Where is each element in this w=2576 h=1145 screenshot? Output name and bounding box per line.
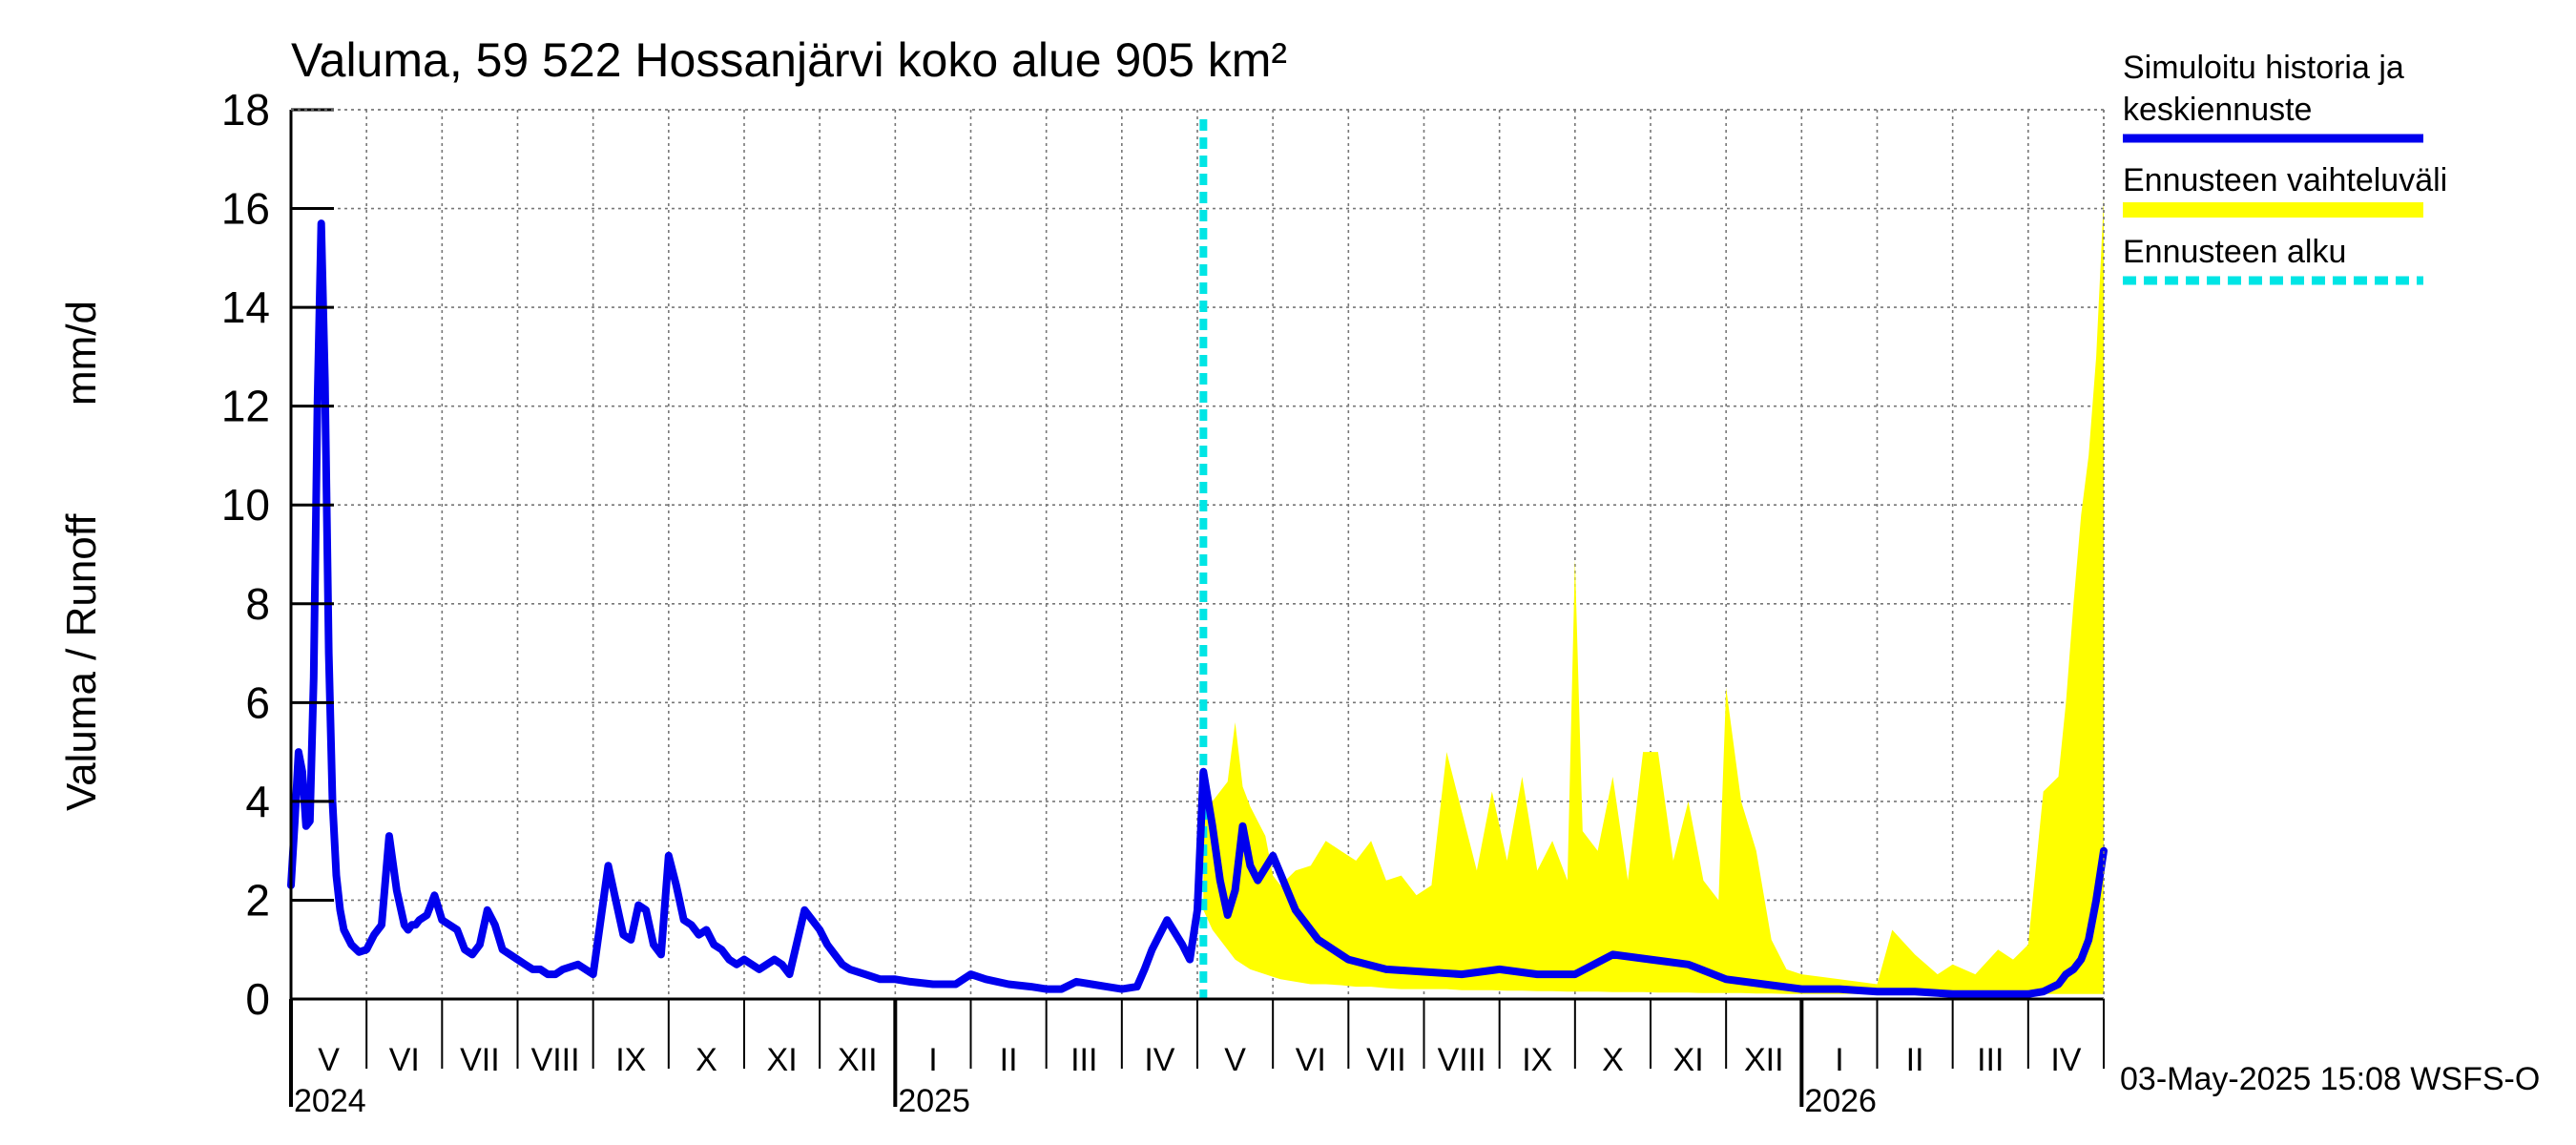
month-label: III [1070,1042,1097,1078]
y-tick-label: 4 [245,777,270,826]
month-label: VIII [531,1042,580,1078]
y-tick-label: 6 [245,677,270,727]
month-label: II [1906,1042,1924,1078]
month-label: V [318,1042,340,1078]
y-axis-label-left: Valuma / Runoff [58,513,105,811]
month-label: VIII [1438,1042,1486,1078]
month-label: X [696,1042,717,1078]
y-tick-label: 18 [221,85,270,135]
year-label: 2024 [294,1083,366,1119]
month-label: I [928,1042,937,1078]
year-label: 2025 [898,1083,970,1119]
month-label: V [1224,1042,1246,1078]
month-label: I [1835,1042,1843,1078]
series-line-layer [287,119,2108,999]
month-label: IV [1144,1042,1174,1078]
month-label: VII [460,1042,500,1078]
y-tick-label: 2 [245,875,270,925]
legend: Simuloitu historia ja keskiennuste Ennuste… [2123,50,2447,285]
month-label: VI [1296,1042,1326,1078]
month-label: VII [1366,1042,1406,1078]
month-label: XII [1744,1042,1784,1078]
legend-label: Ennusteen vaihteluväli [2123,162,2447,198]
year-label: 2026 [1804,1083,1877,1119]
month-label: XI [1673,1042,1704,1078]
forecast-band-layer [1203,198,2104,994]
month-label: IX [615,1042,646,1078]
y-tick-label: 14 [221,282,270,332]
month-label: II [1000,1042,1018,1078]
legend-label: Ennusteen alku [2123,234,2346,270]
simulated-runoff-line [287,219,2108,998]
month-label: III [1977,1042,2004,1078]
forecast-range-band [1203,198,2104,994]
month-label: XI [767,1042,798,1078]
chart-title: Valuma, 59 522 Hossanjärvi koko alue 905… [291,33,1287,87]
legend-label: keskiennuste [2123,92,2312,128]
month-label: VI [389,1042,420,1078]
month-label: IX [1522,1042,1552,1078]
grid-layer [291,109,2105,999]
y-tick-label: 12 [221,382,270,431]
y-tick-label: 0 [245,974,270,1024]
month-label: XII [838,1042,878,1078]
y-tick-label: 8 [245,579,270,629]
y-tick-label: 16 [221,184,270,234]
y-tick-label: 10 [221,480,270,530]
footer-timestamp: 03-May-2025 15:08 WSFS-O [2120,1061,2540,1097]
legend-label: Simuloitu historia ja [2123,50,2404,86]
month-label: X [1602,1042,1624,1078]
month-label: IV [2050,1042,2081,1078]
y-axis-label-right: mm/d [58,301,105,406]
